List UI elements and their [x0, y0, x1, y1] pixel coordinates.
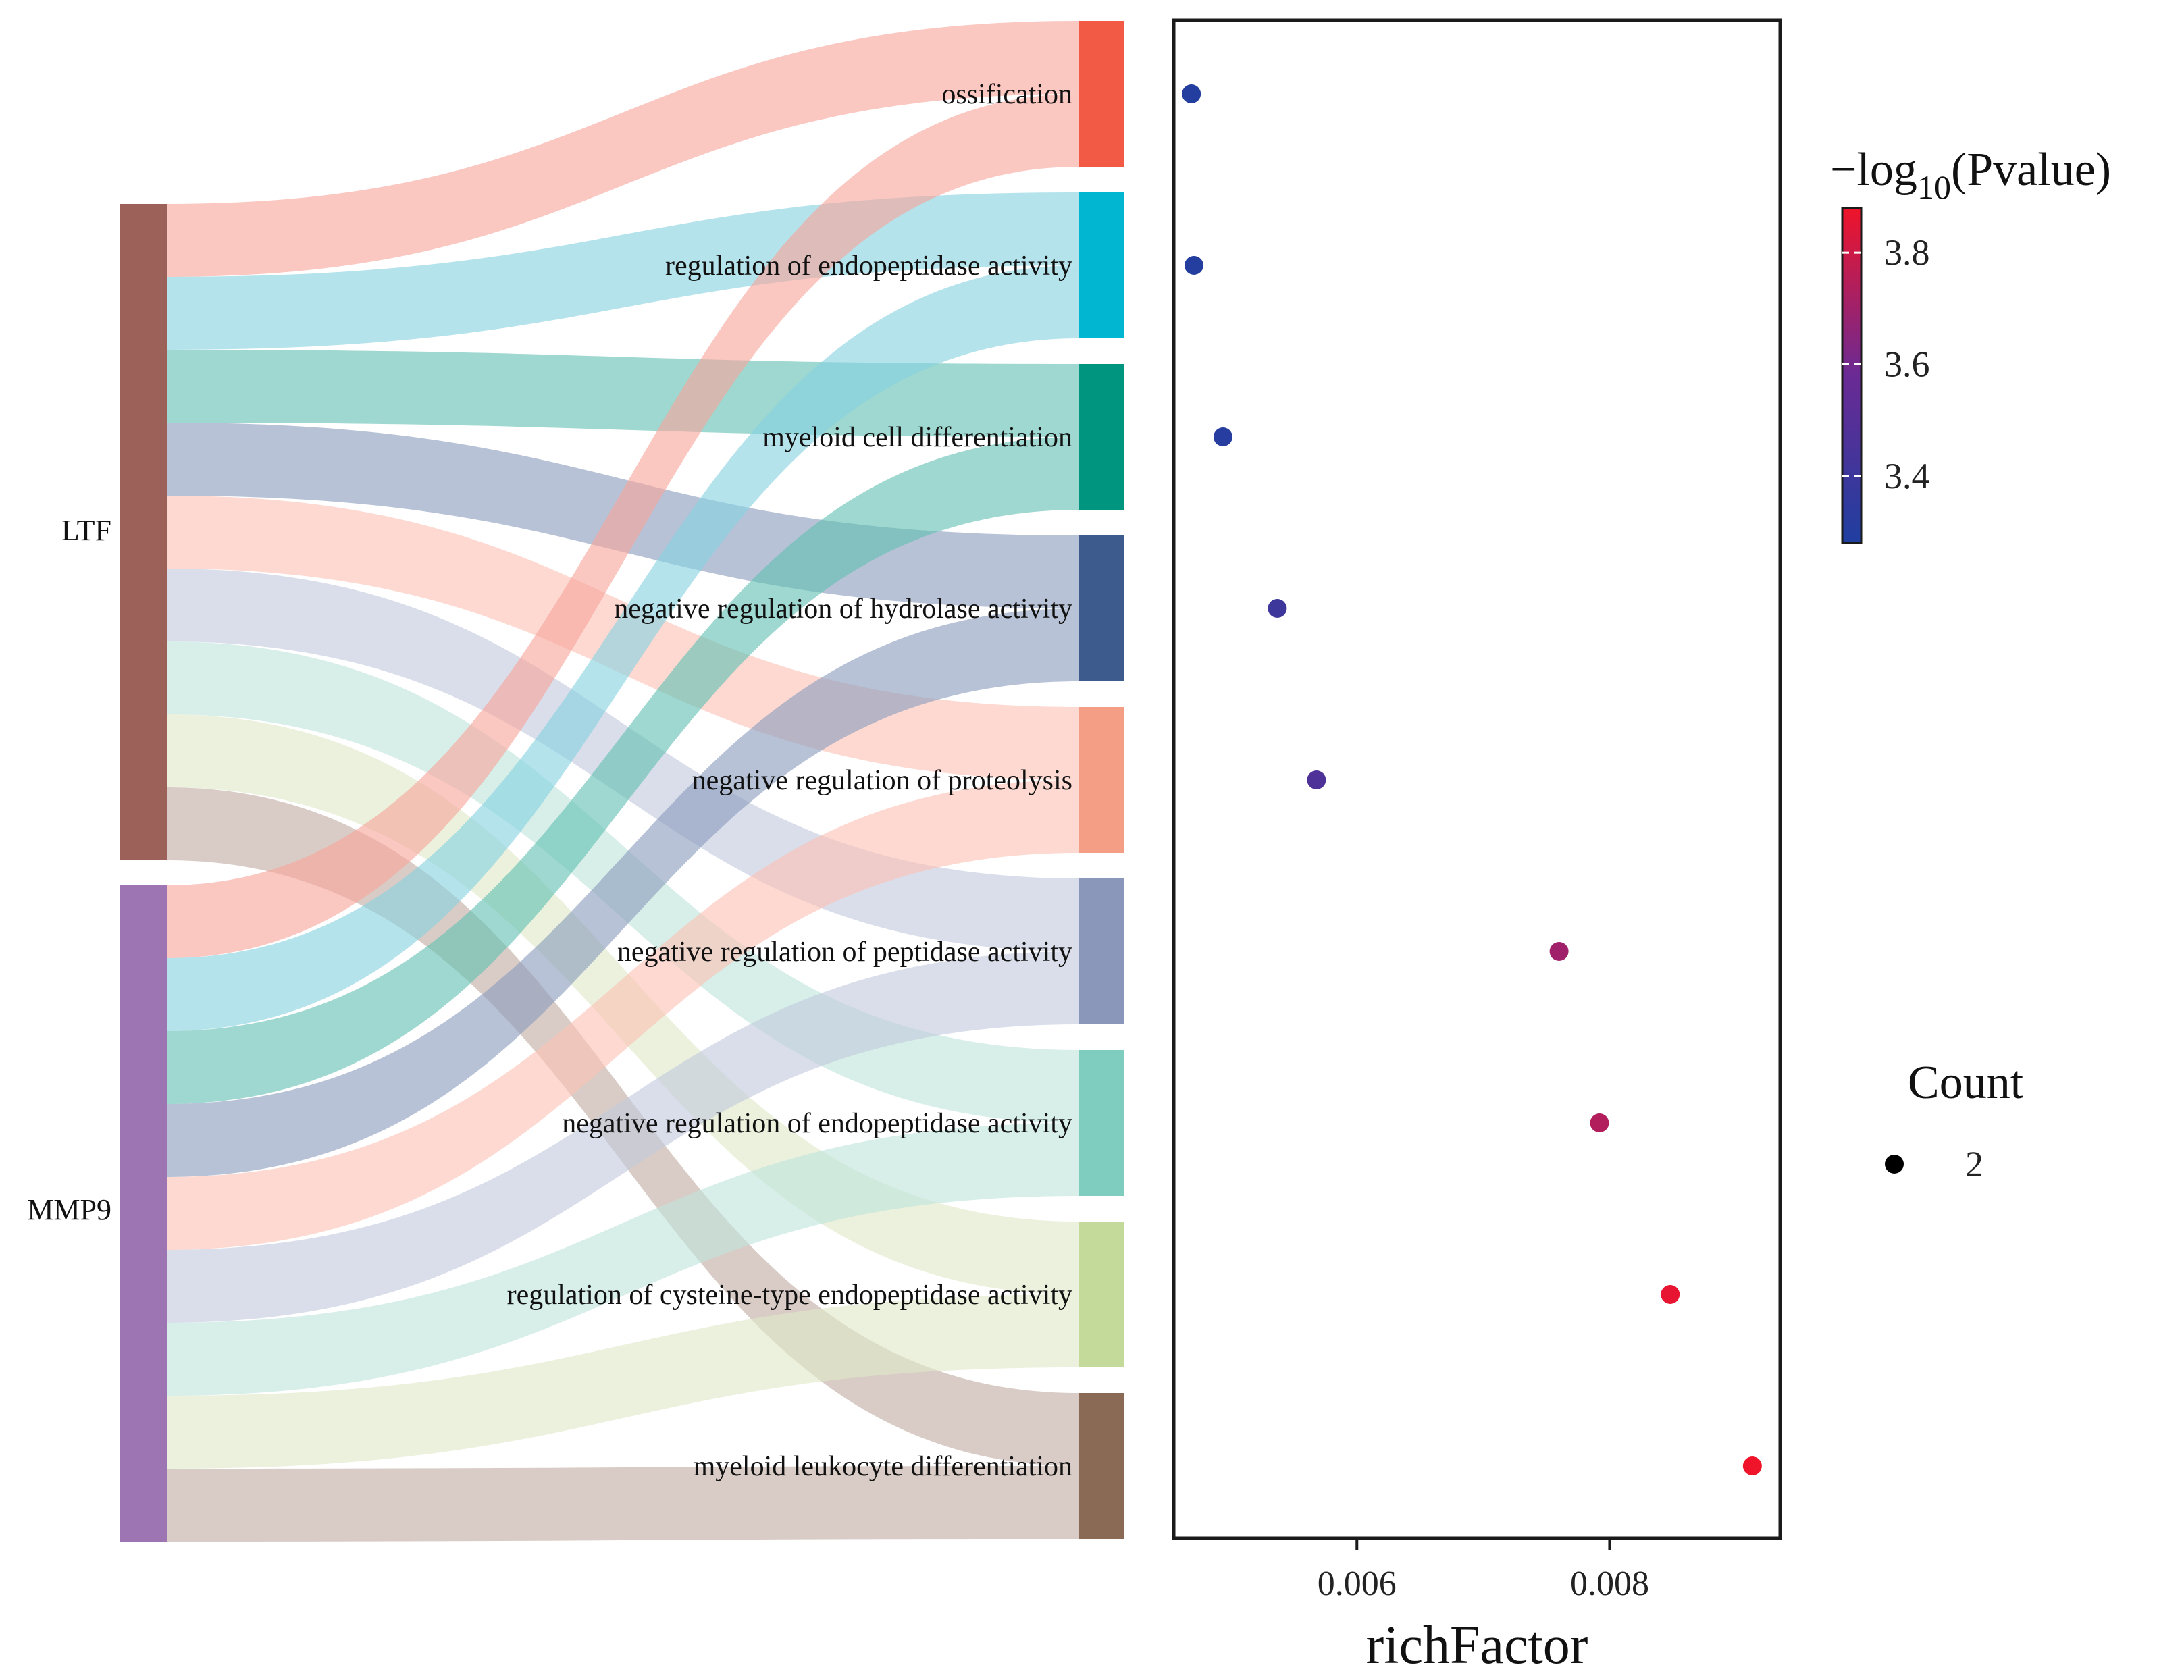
- target-node-myeloid-leukocyte-differentiation: [1079, 1393, 1124, 1539]
- target-label-regulation-of-endopeptidase-activity: regulation of endopeptidase activity: [665, 251, 1072, 282]
- dot-regulation-of-cysteine-type-endopeptidase-activity: [1661, 1285, 1680, 1304]
- x-axis-title: richFactor: [1366, 1616, 1588, 1675]
- color-legend-title-sub: 10: [1917, 168, 1951, 206]
- target-node-negative-regulation-of-peptidase-activity: [1079, 878, 1124, 1024]
- color-legend-tick-label: 3.8: [1884, 232, 1930, 273]
- color-legend-tick-label: 3.6: [1884, 344, 1930, 384]
- flow-mmp9-ossification: [167, 94, 1079, 958]
- sankey-target-nodes: [1079, 21, 1124, 1539]
- color-legend-tick-label: 3.4: [1884, 456, 1930, 496]
- target-node-negative-regulation-of-hydrolase-activity: [1079, 535, 1124, 681]
- target-label-myeloid-cell-differentiation: myeloid cell differentiation: [762, 422, 1072, 453]
- size-legend-dot: [1885, 1155, 1904, 1174]
- x-tick-label: 0.008: [1570, 1565, 1649, 1603]
- dot-negative-regulation-of-endopeptidase-activity: [1590, 1113, 1609, 1132]
- target-node-ossification: [1079, 21, 1124, 167]
- source-label-mmp9: MMP9: [27, 1193, 111, 1226]
- dotplot-x-ticks: 0.006 0.008: [1318, 1538, 1649, 1603]
- flow-mmp9-negative-regulation-of-proteolysis: [167, 780, 1079, 1250]
- flow-mmp9-myeloid-leukocyte-differentiation: [167, 1466, 1079, 1542]
- target-node-negative-regulation-of-endopeptidase-activity: [1079, 1050, 1124, 1196]
- flow-mmp9-negative-regulation-of-hydrolase-activity: [167, 608, 1079, 1177]
- color-legend-title-suffix: (Pvalue): [1951, 144, 2111, 196]
- target-node-regulation-of-endopeptidase-activity: [1079, 192, 1124, 338]
- target-node-regulation-of-cysteine-type-endopeptidase-activity: [1079, 1222, 1124, 1367]
- sankey-target-labels: ossification regulation of endopeptidase …: [507, 79, 1072, 1482]
- target-label-negative-regulation-of-endopeptidase-activity: negative regulation of endopeptidase act…: [562, 1108, 1072, 1139]
- target-label-ossification: ossification: [941, 79, 1072, 110]
- source-node-ltf: [120, 204, 167, 860]
- target-node-negative-regulation-of-proteolysis: [1079, 707, 1124, 853]
- flow-mmp9-regulation-of-cysteine-type-endopeptidase-activity: [167, 1294, 1079, 1469]
- dotplot-panel-border: [1172, 18, 1782, 1540]
- size-legend: Count 2: [1885, 1057, 2024, 1184]
- color-legend-title: −log10(Pvalue): [1830, 144, 2111, 206]
- dot-negative-regulation-of-peptidase-activity: [1549, 942, 1569, 961]
- color-legend-bar: [1841, 207, 1863, 544]
- flow-ltf-ossification: [167, 21, 1079, 277]
- flow-mmp9-myeloid-cell-differentiation: [167, 437, 1079, 1104]
- source-label-ltf: LTF: [61, 514, 111, 547]
- dot-plot: 0.006 0.008 richFactor: [1172, 18, 1782, 1675]
- target-label-negative-regulation-of-proteolysis: negative regulation of proteolysis: [692, 765, 1072, 796]
- target-label-myeloid-leukocyte-differentiation: myeloid leukocyte differentiation: [694, 1451, 1072, 1482]
- flow-mmp9-negative-regulation-of-peptidase-activity: [167, 951, 1079, 1323]
- color-legend: −log10(Pvalue) 3.4 3.6 3.8: [1830, 144, 2111, 544]
- target-label-negative-regulation-of-peptidase-activity: negative regulation of peptidase activit…: [617, 937, 1072, 968]
- sankey-diagram: ossification regulation of endopeptidase …: [27, 21, 1124, 1542]
- target-label-regulation-of-cysteine-type-endopeptidase-activity: regulation of cysteine-type endopeptidas…: [507, 1280, 1072, 1311]
- dot-negative-regulation-of-proteolysis: [1307, 770, 1326, 789]
- dot-ossification: [1182, 84, 1201, 103]
- size-legend-title: Count: [1908, 1057, 2024, 1109]
- sankey-source-nodes: [120, 204, 167, 1542]
- dot-myeloid-leukocyte-differentiation: [1742, 1456, 1762, 1475]
- target-label-negative-regulation-of-hydrolase-activity: negative regulation of hydrolase activit…: [614, 594, 1072, 625]
- dot-negative-regulation-of-hydrolase-activity: [1268, 599, 1287, 618]
- target-node-myeloid-cell-differentiation: [1079, 364, 1124, 510]
- x-tick-label: 0.006: [1318, 1565, 1397, 1603]
- source-node-mmp9: [120, 885, 167, 1542]
- dotplot-points: [1182, 84, 1762, 1475]
- size-legend-label: 2: [1965, 1144, 1983, 1184]
- dot-myeloid-cell-differentiation: [1213, 427, 1232, 446]
- dot-regulation-of-endopeptidase-activity: [1184, 256, 1203, 275]
- sankey-flows: [167, 21, 1079, 1542]
- flow-mmp9-regulation-of-endopeptidase-activity: [167, 265, 1079, 1031]
- flow-mmp9-negative-regulation-of-endopeptidase-activity: [167, 1123, 1079, 1396]
- color-legend-ticks: 3.4 3.6 3.8: [1842, 232, 1930, 496]
- color-legend-title-prefix: −log: [1830, 144, 1917, 196]
